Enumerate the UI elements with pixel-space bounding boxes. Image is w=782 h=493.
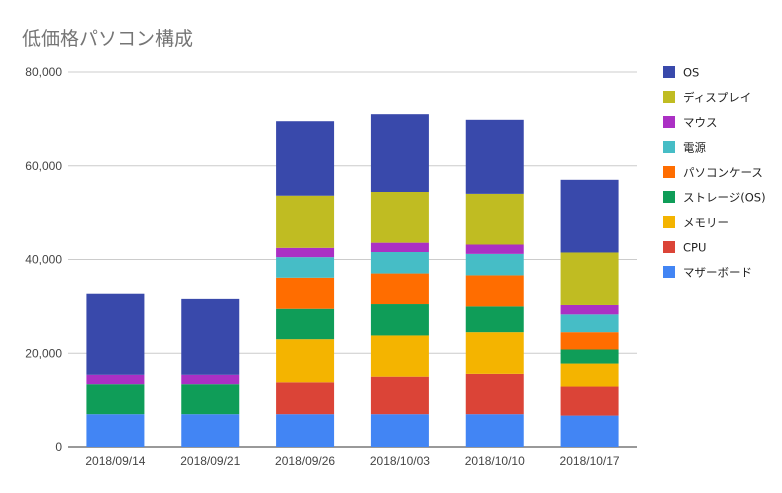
bar-segment bbox=[370, 273, 429, 305]
bar-segment bbox=[560, 179, 619, 253]
legend-label: マウス bbox=[683, 116, 718, 130]
legend-swatch bbox=[663, 191, 675, 203]
bar-segment bbox=[276, 414, 335, 447]
legend-item: ストレージ(OS) bbox=[663, 191, 766, 205]
y-tick-label: 80,000 bbox=[25, 65, 62, 79]
legend-item: ディスプレイ bbox=[663, 91, 751, 105]
y-tick-label: 60,000 bbox=[25, 159, 62, 173]
bar-segment bbox=[276, 339, 335, 383]
legend-swatch bbox=[663, 141, 675, 153]
bar-segment bbox=[465, 332, 524, 374]
bar-segment bbox=[370, 304, 429, 336]
y-tick-label: 20,000 bbox=[25, 346, 62, 360]
bar-segment bbox=[465, 244, 524, 254]
bar-segment bbox=[465, 253, 524, 276]
bar-segment bbox=[465, 306, 524, 333]
bar-segment bbox=[370, 335, 429, 377]
x-tick-label: 2018/09/14 bbox=[85, 454, 145, 468]
bar-segment bbox=[560, 386, 619, 416]
bar-segment bbox=[560, 314, 619, 333]
legend-label: ストレージ(OS) bbox=[683, 191, 766, 205]
legend-item: マザーボード bbox=[663, 266, 752, 280]
bar-segment bbox=[465, 119, 524, 194]
legend-label: マザーボード bbox=[683, 266, 752, 280]
y-tick-label: 40,000 bbox=[25, 253, 62, 267]
bar-segment bbox=[86, 293, 145, 375]
bar-segment bbox=[276, 247, 335, 258]
bar-segment bbox=[465, 414, 524, 447]
bar-segment bbox=[86, 414, 145, 447]
bar-stack bbox=[86, 293, 145, 447]
bar-segment bbox=[276, 257, 335, 278]
bar-segment bbox=[276, 121, 335, 196]
x-tick-label: 2018/10/17 bbox=[560, 454, 620, 468]
bar-segment bbox=[560, 332, 619, 350]
y-axis-ticks: 0 20,000 40,000 60,000 80,000 bbox=[25, 65, 62, 454]
legend-item: OS bbox=[663, 66, 699, 80]
bar-segment bbox=[560, 415, 619, 447]
y-tick-label: 0 bbox=[55, 440, 62, 454]
bar-segment bbox=[370, 114, 429, 192]
legend-item: メモリー bbox=[663, 216, 729, 230]
legend-swatch bbox=[663, 66, 675, 78]
x-tick-label: 2018/09/26 bbox=[275, 454, 335, 468]
bar-stack bbox=[560, 179, 619, 447]
chart-title: 低価格パソコン構成 bbox=[22, 28, 194, 50]
gridlines bbox=[68, 71, 637, 448]
legend-swatch bbox=[663, 216, 675, 228]
bar-segment bbox=[370, 192, 429, 243]
legend-label: 電源 bbox=[683, 141, 706, 155]
bar-segment bbox=[370, 414, 429, 447]
legend-label: CPU bbox=[683, 241, 706, 255]
legend-swatch bbox=[663, 91, 675, 103]
legend-label: OS bbox=[683, 66, 699, 80]
x-tick-label: 2018/10/03 bbox=[370, 454, 430, 468]
bar-segment bbox=[181, 414, 240, 447]
legend-label: パソコンケース bbox=[683, 166, 763, 180]
legend-item: CPU bbox=[663, 241, 706, 255]
legend-item: マウス bbox=[663, 116, 718, 130]
x-axis-ticks: 2018/09/14 2018/09/21 2018/09/26 2018/10/03… bbox=[85, 454, 620, 468]
bar-segment bbox=[560, 349, 619, 364]
legend-item: パソコンケース bbox=[663, 166, 763, 180]
bar-stack bbox=[181, 298, 240, 447]
legend-swatch bbox=[663, 241, 675, 253]
x-tick-label: 2018/09/21 bbox=[180, 454, 240, 468]
bar-segment bbox=[370, 252, 429, 274]
bar-segment bbox=[86, 374, 145, 385]
bar-segment bbox=[86, 384, 145, 415]
bars bbox=[86, 114, 619, 447]
bar-segment bbox=[560, 252, 619, 305]
bar-segment bbox=[276, 277, 335, 309]
bar-stack bbox=[465, 119, 524, 447]
bar-segment bbox=[181, 384, 240, 415]
x-tick-label: 2018/10/10 bbox=[465, 454, 525, 468]
bar-segment bbox=[276, 195, 335, 248]
legend-item: 電源 bbox=[663, 141, 706, 155]
legend-swatch bbox=[663, 166, 675, 178]
bar-segment bbox=[276, 382, 335, 415]
bar-segment bbox=[181, 374, 240, 385]
bar-segment bbox=[465, 275, 524, 307]
bar-stack bbox=[370, 114, 429, 447]
bar-segment bbox=[370, 242, 429, 252]
legend-label: ディスプレイ bbox=[683, 91, 751, 105]
bar-segment bbox=[276, 308, 335, 340]
legend-label: メモリー bbox=[683, 216, 729, 230]
bar-stack bbox=[276, 121, 335, 447]
bar-segment bbox=[465, 373, 524, 415]
legend-swatch bbox=[663, 266, 675, 278]
bar-segment bbox=[560, 304, 619, 315]
bar-segment bbox=[181, 298, 240, 375]
bar-segment bbox=[560, 363, 619, 387]
bar-segment bbox=[465, 193, 524, 245]
bar-segment bbox=[370, 376, 429, 415]
legend-swatch bbox=[663, 116, 675, 128]
